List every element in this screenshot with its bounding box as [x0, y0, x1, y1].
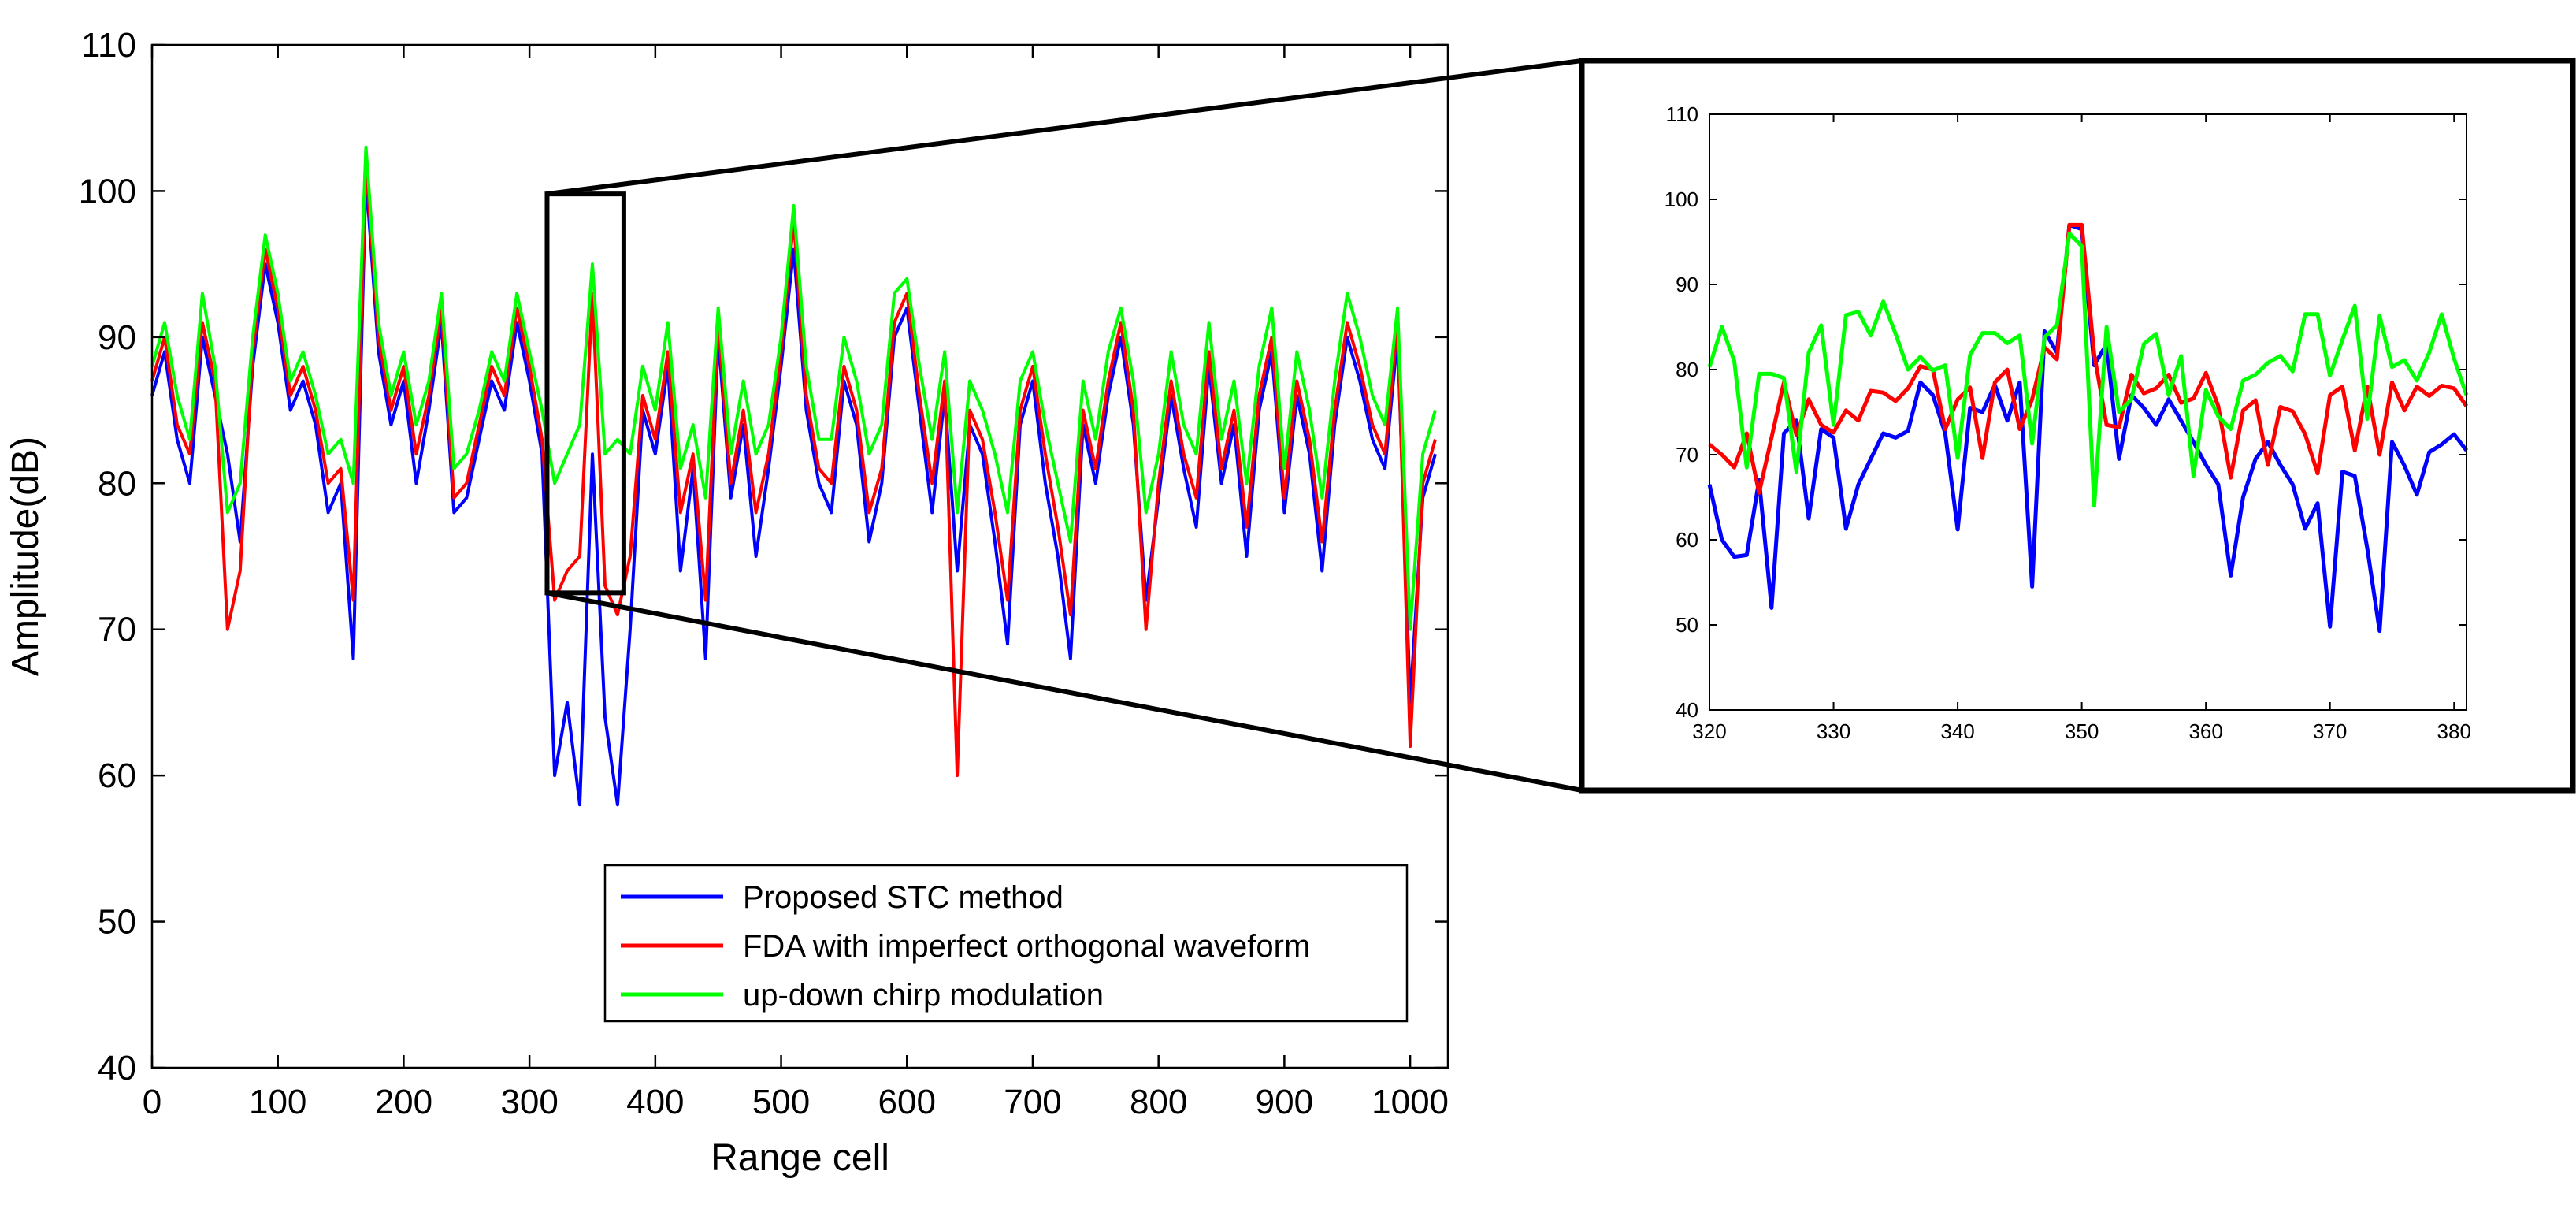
legend: Proposed STC method FDA with imperfect or…: [603, 864, 1409, 1023]
x-tick-label-1: 330: [1817, 719, 1850, 743]
x-tick-label-3: 300: [500, 1083, 558, 1121]
x-tick-label-3: 350: [2065, 719, 2099, 743]
y-tick-label-2: 60: [98, 756, 136, 795]
x-tick-label-6: 380: [2437, 719, 2471, 743]
x-tick-label-1: 100: [249, 1083, 306, 1121]
y-axis-label: Amplitude(dB): [5, 437, 46, 676]
connector-line-bottom: [546, 590, 1583, 793]
x-tick-label-0: 320: [1692, 719, 1726, 743]
y-tick-label-6: 100: [1665, 188, 1698, 211]
x-tick-label-7: 700: [1004, 1083, 1061, 1121]
zoom-connector-lines: [546, 58, 1583, 793]
y-tick-label-4: 80: [1676, 358, 1698, 381]
connector-line-top: [547, 58, 1583, 197]
x-tick-label-2: 340: [1940, 719, 1974, 743]
x-tick-label-10: 1000: [1372, 1083, 1449, 1121]
x-tick-label-8: 800: [1130, 1083, 1187, 1121]
x-tick-label-5: 500: [752, 1083, 810, 1121]
y-tick-label-3: 70: [98, 611, 136, 649]
x-tick-label-6: 600: [878, 1083, 936, 1121]
inset-chart: 320 330 340 350 360 370 380 40 50 60 70 80 90 100 110: [1665, 102, 2471, 743]
series-line-1: [1708, 222, 2469, 496]
series-line-2: [150, 145, 1437, 631]
legend-label-2: up-down chirp modulation: [743, 978, 1104, 1013]
y-tick-label-1: 50: [98, 903, 136, 942]
y-tick-label-7: 110: [81, 26, 136, 65]
series-line-2: [1707, 231, 2469, 508]
y-tick-label-3: 70: [1676, 443, 1698, 466]
y-tick-label-2: 60: [1676, 528, 1698, 552]
y-tick-label-5: 90: [1676, 273, 1698, 296]
x-tick-label-4: 400: [626, 1083, 684, 1121]
plot-axes-box: [1709, 113, 2467, 711]
x-tick-label-5: 370: [2313, 719, 2347, 743]
legend-label-1: FDA with imperfect orthogonal waveform: [743, 929, 1310, 964]
y-tick-label-1: 50: [1676, 613, 1698, 637]
plot-axes-box: [150, 43, 1449, 1069]
x-tick-label-0: 0: [143, 1083, 161, 1121]
zoom-region-box: [544, 191, 626, 596]
inset-frame: [1579, 58, 2576, 794]
y-tick-label-5: 90: [98, 318, 136, 357]
y-tick-label-0: 40: [98, 1049, 136, 1087]
y-tick-label-7: 110: [1666, 102, 1698, 126]
x-tick-label-9: 900: [1256, 1083, 1313, 1121]
y-tick-label-4: 80: [98, 464, 136, 503]
x-tick-label-4: 360: [2188, 719, 2222, 743]
x-tick-label-2: 200: [375, 1083, 432, 1121]
legend-box: [603, 864, 1409, 1023]
legend-label-0: Proposed STC method: [743, 880, 1063, 915]
y-tick-label-0: 40: [1676, 698, 1698, 722]
y-tick-label-6: 100: [79, 172, 136, 210]
x-axis-label: Range cell: [711, 1137, 889, 1179]
main-chart: 0 100 200 300 400 500 600 700 800 900 1000 40 50 60 70…: [5, 26, 1449, 1179]
